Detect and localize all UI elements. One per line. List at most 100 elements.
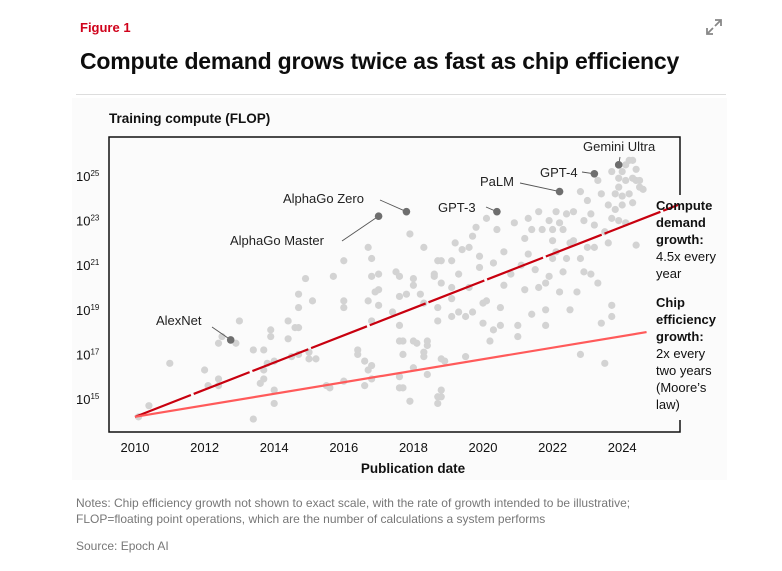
trend-label: Chip [656,295,685,310]
data-point [629,156,637,164]
data-point [406,230,414,238]
data-point [542,321,550,330]
leader-line [379,199,407,213]
data-point [639,185,647,193]
data-point [601,359,609,367]
data-point [500,248,508,256]
x-tick-label: 2010 [121,440,150,455]
data-point [270,399,278,408]
data-point [611,205,619,214]
data-point [528,310,536,318]
data-point [636,176,644,185]
data-point [301,274,310,283]
data-point [326,384,334,392]
data-point [618,192,626,200]
data-point [340,303,348,312]
data-point [545,217,553,225]
data-point [455,308,463,316]
data-point [507,270,515,278]
data-point [576,254,585,263]
highlighted-point [374,212,383,220]
data-point [615,183,623,191]
notes-line: FLOP=floating point operations, which ar… [76,512,546,526]
data-point [329,272,337,280]
data-point [413,339,421,347]
data-point [437,257,445,265]
data-point [368,254,376,263]
data-point [587,210,595,218]
data-point [458,245,466,254]
model-label: PaLM [480,174,514,189]
data-point [597,319,605,327]
data-point [531,266,539,274]
data-point [625,190,633,198]
data-point [409,281,417,289]
data-point [406,397,414,405]
trend-sublabel: 2x every [656,346,706,361]
data-point [375,270,383,278]
data-point [402,290,411,298]
y-tick-label: 1023 [76,214,100,229]
data-point [294,290,303,298]
plot-frame [108,136,681,433]
trend-label: demand [656,215,706,230]
data-point [434,317,442,325]
data-point [590,221,598,229]
x-tick-label: 2016 [329,440,358,455]
highlighted-point [226,336,235,344]
data-point [399,337,407,345]
data-point [608,167,616,176]
data-point [437,279,445,287]
data-point [615,217,623,225]
data-point [368,272,376,280]
data-point [235,317,243,325]
data-point [201,366,209,374]
data-point [395,373,404,381]
compute-demand-trend-line [134,203,679,418]
data-point [145,402,153,410]
data-point [267,332,275,341]
data-point [524,250,532,258]
leader-line [519,182,560,193]
data-point [430,270,438,278]
notes-line: Notes: Chip efficiency growth not shown … [76,496,631,510]
data-point [448,283,456,292]
data-point [482,214,491,222]
data-point [434,399,442,408]
model-label: Gemini Ultra [583,139,656,154]
data-point [538,225,546,234]
data-point [496,321,504,330]
data-point [294,303,303,312]
data-point [267,326,275,334]
data-point [472,223,480,231]
data-point [594,279,602,287]
data-point [489,259,498,267]
trend-label: growth: [656,232,704,247]
data-point [284,335,292,343]
data-point [608,214,616,222]
leader-line [341,215,379,242]
data-point [361,357,369,365]
data-point [514,321,522,330]
data-point [521,234,529,243]
data-point [441,357,449,365]
data-point [423,341,431,350]
data-point [524,214,532,222]
data-point [416,290,424,298]
data-point [260,346,268,354]
data-point [395,272,404,280]
data-point [608,312,616,321]
data-point [615,174,623,182]
data-point [340,257,348,265]
data-point [395,292,404,301]
model-label: AlphaGo Zero [283,191,364,206]
expand-icon[interactable] [704,17,724,37]
trend-sublabel: (Moore’s [656,380,707,395]
data-point [496,303,504,312]
data-point [284,317,292,325]
data-point [493,225,501,234]
data-point [580,217,588,225]
trend-label: efficiency [656,312,717,327]
divider [76,94,726,95]
